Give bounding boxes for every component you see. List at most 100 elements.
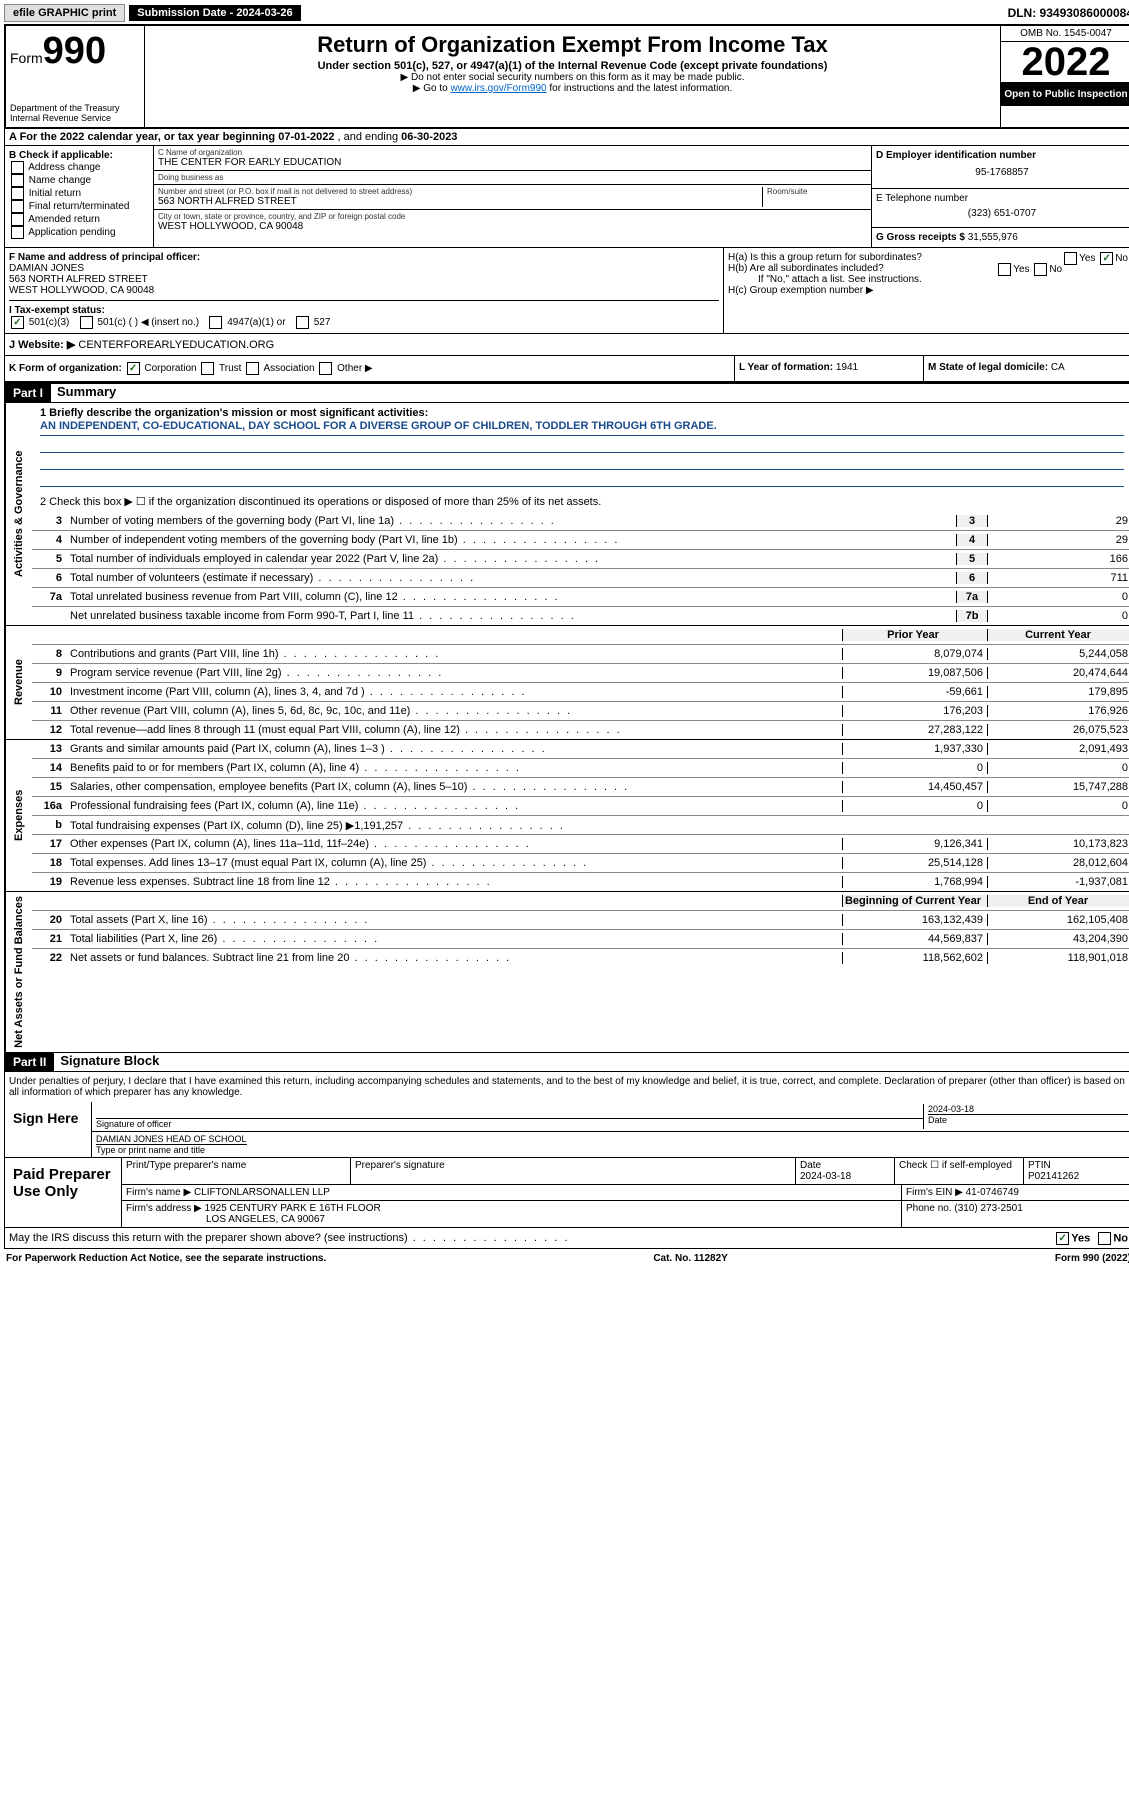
colb-opt[interactable] (11, 161, 24, 174)
dln: DLN: 93493086000084 (1008, 6, 1129, 20)
department: Department of the Treasury Internal Reve… (10, 103, 140, 123)
line1-label: 1 Briefly describe the organization's mi… (40, 407, 428, 419)
part1-header: Part I (5, 384, 51, 402)
firm-ein: 41-0746749 (966, 1187, 1019, 1198)
submission-date: Submission Date - 2024-03-26 (129, 5, 300, 21)
page-footer: For Paperwork Reduction Act Notice, see … (4, 1249, 1129, 1268)
discuss-yes[interactable] (1056, 1232, 1069, 1245)
preparer-label: Paid Preparer Use Only (5, 1158, 121, 1227)
table-row: 11Other revenue (Part VIII, column (A), … (32, 702, 1129, 721)
form-number: Form990 (10, 30, 140, 73)
tax-year: 2022 (1001, 42, 1129, 83)
firm-name: CLIFTONLARSONALLEN LLP (194, 1187, 330, 1198)
officer-name: DAMIAN JONES HEAD OF SCHOOL (96, 1134, 247, 1144)
discuss-row: May the IRS discuss this return with the… (4, 1228, 1129, 1249)
preparer-block: Paid Preparer Use Only Print/Type prepar… (4, 1158, 1129, 1228)
table-row: Net unrelated business taxable income fr… (32, 607, 1129, 625)
city-state-zip: WEST HOLLYWOOD, CA 90048 (158, 221, 867, 232)
row-klm: K Form of organization: Corporation Trus… (4, 356, 1129, 382)
table-row: 14Benefits paid to or for members (Part … (32, 759, 1129, 778)
colb-opt[interactable] (11, 226, 24, 239)
part2-header: Part II (5, 1053, 54, 1071)
table-row: 7aTotal unrelated business revenue from … (32, 588, 1129, 607)
table-row: 9Program service revenue (Part VIII, lin… (32, 664, 1129, 683)
k-assoc[interactable] (246, 362, 259, 375)
checkbox-501c[interactable] (80, 316, 93, 329)
table-row: 22Net assets or fund balances. Subtract … (32, 949, 1129, 967)
form-title: Return of Organization Exempt From Incom… (149, 32, 996, 58)
ha-yes[interactable] (1064, 252, 1077, 265)
revenue-section: Revenue Prior Year Current Year 8Contrib… (4, 626, 1129, 740)
table-row: 3Number of voting members of the governi… (32, 512, 1129, 531)
col-h-group: H(a) Is this a group return for subordin… (723, 248, 1129, 333)
signature-block: Under penalties of perjury, I declare th… (4, 1072, 1129, 1158)
gross-receipts: 31,555,976 (968, 232, 1018, 243)
table-row: bTotal fundraising expenses (Part IX, co… (32, 816, 1129, 835)
table-row: 13Grants and similar amounts paid (Part … (32, 740, 1129, 759)
row-j-website: J Website: ▶ CENTERFOREARLYEDUCATION.ORG (4, 334, 1129, 356)
k-trust[interactable] (201, 362, 214, 375)
telephone: (323) 651-0707 (876, 204, 1128, 223)
block-bcd: B Check if applicable: Address change Na… (4, 146, 1129, 248)
org-name: THE CENTER FOR EARLY EDUCATION (158, 157, 867, 168)
discuss-no[interactable] (1098, 1232, 1111, 1245)
table-row: 5Total number of individuals employed in… (32, 550, 1129, 569)
expenses-label: Expenses (5, 740, 32, 891)
checkbox-527[interactable] (296, 316, 309, 329)
checkbox-4947[interactable] (209, 316, 222, 329)
part2-title: Signature Block (54, 1053, 159, 1071)
efile-button[interactable]: efile GRAPHIC print (4, 4, 125, 22)
website-url: CENTERFOREARLYEDUCATION.ORG (78, 339, 274, 351)
table-row: 10Investment income (Part VIII, column (… (32, 683, 1129, 702)
col-d-ein-tel: D Employer identification number 95-1768… (871, 146, 1129, 247)
table-row: 12Total revenue—add lines 8 through 11 (… (32, 721, 1129, 739)
netassets-section: Net Assets or Fund Balances Beginning of… (4, 892, 1129, 1053)
ha-no[interactable] (1100, 252, 1113, 265)
table-row: 18Total expenses. Add lines 13–17 (must … (32, 854, 1129, 873)
netassets-label: Net Assets or Fund Balances (5, 892, 32, 1052)
governance-section: Activities & Governance 1 Briefly descri… (4, 403, 1129, 626)
col-f-officer: F Name and address of principal officer:… (5, 248, 723, 333)
k-corp[interactable] (127, 362, 140, 375)
colb-opt[interactable] (11, 200, 24, 213)
expenses-section: Expenses 13Grants and similar amounts pa… (4, 740, 1129, 892)
table-row: 6Total number of volunteers (estimate if… (32, 569, 1129, 588)
line2: 2 Check this box ▶ ☐ if the organization… (40, 495, 1124, 508)
sign-here-label: Sign Here (5, 1102, 91, 1157)
hb-no[interactable] (1034, 263, 1047, 276)
ptin: P02141262 (1028, 1171, 1079, 1182)
note-ssn: ▶ Do not enter social security numbers o… (149, 72, 996, 83)
declaration-text: Under penalties of perjury, I declare th… (5, 1072, 1129, 1102)
table-row: 8Contributions and grants (Part VIII, li… (32, 645, 1129, 664)
irs-link[interactable]: www.irs.gov/Form990 (450, 83, 546, 94)
col-b-checkboxes: B Check if applicable: Address change Na… (5, 146, 154, 247)
form-subtitle: Under section 501(c), 527, or 4947(a)(1)… (149, 60, 996, 72)
table-row: 17Other expenses (Part IX, column (A), l… (32, 835, 1129, 854)
street-address: 563 NORTH ALFRED STREET (158, 196, 762, 207)
table-row: 15Salaries, other compensation, employee… (32, 778, 1129, 797)
table-row: 20Total assets (Part X, line 16)163,132,… (32, 911, 1129, 930)
firm-phone: (310) 273-2501 (954, 1203, 1022, 1214)
ein: 95-1768857 (876, 161, 1128, 184)
part1-title: Summary (51, 384, 116, 402)
table-row: 21Total liabilities (Part X, line 26)44,… (32, 930, 1129, 949)
governance-label: Activities & Governance (5, 403, 32, 625)
form-header: Form990 Department of the Treasury Inter… (4, 24, 1129, 129)
colb-opt[interactable] (11, 187, 24, 200)
checkbox-501c3[interactable] (11, 316, 24, 329)
colb-opt[interactable] (11, 213, 24, 226)
open-public-badge: Open to Public Inspection (1001, 83, 1129, 106)
mission-text: AN INDEPENDENT, CO-EDUCATIONAL, DAY SCHO… (40, 419, 1124, 436)
table-row: 16aProfessional fundraising fees (Part I… (32, 797, 1129, 816)
table-row: 4Number of independent voting members of… (32, 531, 1129, 550)
hb-yes[interactable] (998, 263, 1011, 276)
table-row: 19Revenue less expenses. Subtract line 1… (32, 873, 1129, 891)
revenue-label: Revenue (5, 626, 32, 739)
block-fh: F Name and address of principal officer:… (4, 248, 1129, 334)
colb-opt[interactable] (11, 174, 24, 187)
col-c-org-info: C Name of organization THE CENTER FOR EA… (154, 146, 871, 247)
row-a-tax-year: A For the 2022 calendar year, or tax yea… (4, 129, 1129, 146)
note-link: ▶ Go to www.irs.gov/Form990 for instruct… (149, 83, 996, 94)
top-toolbar: efile GRAPHIC print Submission Date - 20… (4, 4, 1129, 22)
k-other[interactable] (319, 362, 332, 375)
